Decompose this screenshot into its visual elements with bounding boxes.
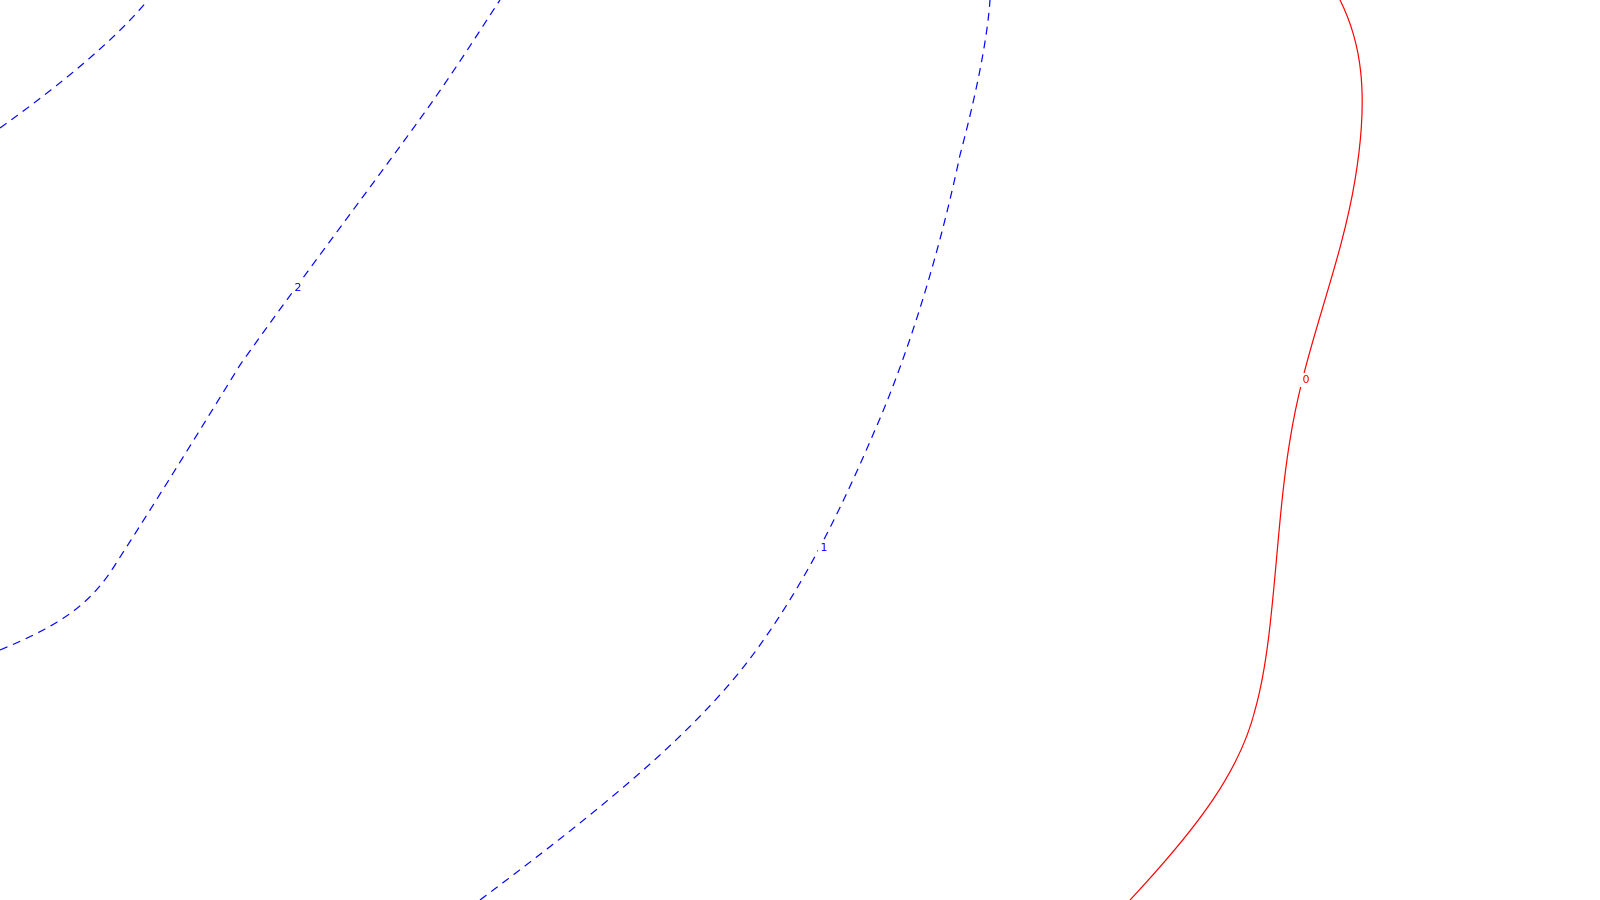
contour-label-2: 2: [295, 281, 302, 294]
contour-group-level-0: 0: [1129, 0, 1363, 900]
contour-line-level-0: [1129, 0, 1363, 900]
contour-line-level-1: [479, 0, 991, 900]
contour-label-1: 1: [821, 541, 828, 554]
contour-label-0: 0: [1303, 373, 1310, 386]
contour-line-level-2: [0, 0, 501, 651]
contour-group-level-1: 1: [479, 0, 991, 900]
contour-line-level-2-upper: [0, 0, 149, 129]
contour-group-level-2: 2: [0, 0, 501, 651]
